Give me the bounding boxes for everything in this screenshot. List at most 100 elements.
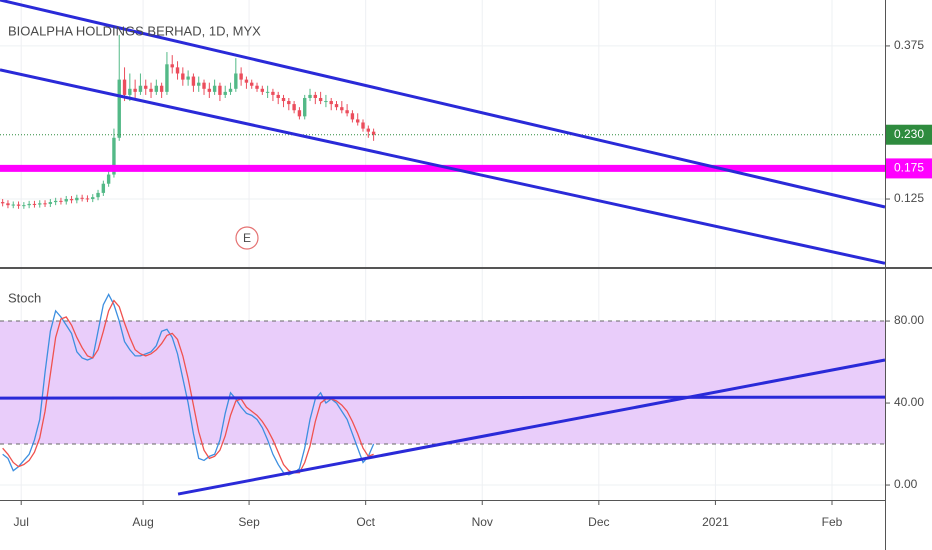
candle-body (101, 183, 106, 193)
candle-body (69, 199, 74, 201)
candle-body (149, 88, 153, 92)
stoch-line (2, 299, 374, 474)
candle-body (265, 91, 270, 93)
candle-body (22, 205, 26, 207)
trend-line (0, 0, 886, 209)
candle-body (43, 203, 47, 205)
candle-body (260, 88, 265, 92)
candle-body (228, 88, 233, 92)
candle-body (16, 204, 21, 206)
candle-body (297, 110, 302, 117)
candle-body (292, 104, 296, 111)
candle-body (181, 73, 185, 80)
candle-body (366, 128, 371, 132)
candle-body (27, 203, 31, 206)
candle-body (144, 85, 148, 89)
candle-body (133, 88, 137, 92)
candle-body (281, 97, 286, 102)
trend-line (177, 358, 886, 496)
stoch-band (0, 321, 885, 445)
last-price-box (886, 124, 932, 145)
candle-body (329, 101, 333, 105)
candle-body (80, 197, 84, 199)
candle-body (361, 122, 365, 129)
candle-body (11, 204, 15, 206)
chart-title: BIOALPHA HOLDINGS BERHAD, 1D, MYX (8, 23, 261, 38)
candle-body (255, 85, 259, 89)
earnings-marker[interactable] (235, 226, 259, 250)
candle-body (186, 76, 190, 80)
candle-body (59, 200, 63, 202)
y-tick-label: 40.00 (894, 395, 924, 409)
candle-body (75, 197, 79, 201)
candle-body (53, 200, 58, 203)
candle-body (212, 85, 217, 92)
candle-body (234, 73, 238, 89)
candle-body (356, 119, 360, 123)
candle-body (128, 88, 132, 95)
candle-body (197, 82, 201, 86)
candle-body (165, 64, 169, 92)
trend-line (0, 68, 886, 265)
candle-body (345, 110, 349, 114)
candle-body (154, 85, 159, 92)
x-tick-label: Sep (238, 515, 260, 529)
trend-line (0, 395, 886, 400)
candle-body (159, 85, 164, 92)
candle-body (106, 174, 111, 184)
candle-body (117, 79, 121, 138)
candle-body (334, 104, 339, 108)
x-tick-label: Feb (822, 515, 843, 529)
x-tick-label: Nov (472, 515, 493, 529)
candle-body (0, 202, 5, 204)
candle-body (48, 202, 53, 204)
candle-body (32, 203, 37, 205)
indicator-title: Stoch (8, 290, 41, 305)
candle-body (313, 94, 318, 98)
candle-body (138, 85, 143, 92)
candle-body (350, 113, 355, 120)
x-tick-label: Aug (132, 515, 153, 529)
y-tick-label: 0.00 (894, 477, 918, 491)
candle-body (244, 79, 249, 83)
grid (0, 0, 885, 500)
y-tick-label: 80.00 (894, 313, 924, 327)
candle-body (191, 76, 196, 86)
candle-body (175, 67, 180, 74)
candle-body (6, 203, 10, 206)
candle-body (250, 82, 254, 86)
candle-body (287, 101, 291, 105)
candle-body (96, 192, 100, 198)
last-price-label: 0.230 (894, 127, 924, 141)
candle-body (276, 94, 280, 98)
candle-body (303, 97, 307, 117)
candle-body (202, 82, 206, 89)
stoch-line (2, 293, 375, 476)
y-tick-label: 0.125 (894, 191, 924, 205)
candle-body (207, 88, 212, 92)
y-tick-label: 0.375 (894, 38, 924, 52)
candle-body (218, 85, 222, 95)
candle-body (324, 101, 328, 103)
candle-body (91, 197, 95, 200)
candle-body (371, 131, 376, 135)
candle-body (85, 198, 90, 200)
candle-body (122, 79, 127, 95)
x-tick-label: Oct (356, 515, 375, 529)
candle-body (170, 64, 174, 68)
x-tick-label: Jul (14, 515, 29, 529)
x-tick-label: 2021 (702, 515, 729, 529)
price-label-box (886, 158, 932, 179)
candle-body (271, 91, 275, 95)
candle-body (318, 97, 323, 102)
x-tick-label: Dec (588, 515, 609, 529)
price-label: 0.175 (894, 161, 924, 175)
earnings-marker-label[interactable]: E (243, 231, 251, 245)
candle-body (239, 73, 243, 80)
candle-body (38, 203, 42, 205)
candle-body (112, 137, 116, 175)
candle-body (64, 199, 68, 202)
